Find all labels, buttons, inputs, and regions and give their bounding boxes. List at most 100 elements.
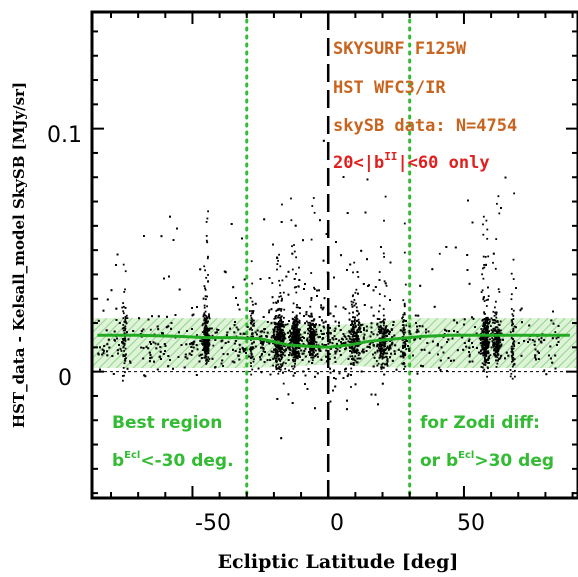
scatter-point <box>253 341 255 343</box>
scatter-point <box>103 349 105 352</box>
scatter-point <box>229 327 231 330</box>
scatter-point <box>276 309 279 311</box>
scatter-point <box>335 241 337 243</box>
scatter-point <box>388 348 390 351</box>
scatter-point <box>513 358 516 361</box>
scatter-point <box>366 178 369 181</box>
scatter-point <box>390 352 392 355</box>
scatter-point <box>481 352 484 355</box>
scatter-point <box>402 363 405 366</box>
scatter-point <box>303 288 305 290</box>
scatter-point <box>291 402 294 404</box>
scatter-point <box>308 343 311 346</box>
scatter-point <box>512 341 515 343</box>
scatter-point <box>251 318 254 321</box>
scatter-point <box>513 192 515 195</box>
scatter-point <box>556 344 558 346</box>
scatter-point <box>220 362 223 365</box>
scatter-point <box>443 333 446 335</box>
scatter-point <box>391 336 393 339</box>
scatter-point <box>295 330 298 333</box>
scatter-point <box>351 328 354 331</box>
scatter-point <box>309 315 312 318</box>
scatter-point <box>497 339 500 342</box>
scatter-point <box>307 314 310 317</box>
scatter-point <box>326 355 329 358</box>
scatter-point <box>297 306 300 309</box>
scatter-point <box>276 330 278 333</box>
scatter-point <box>174 314 177 316</box>
scatter-point <box>467 340 470 342</box>
scatter-point <box>481 340 484 343</box>
scatter-point <box>203 331 206 334</box>
scatter-point <box>143 374 146 377</box>
y-tick-label-0: 0 <box>58 366 72 391</box>
scatter-point <box>278 314 281 316</box>
scatter-point <box>386 345 389 348</box>
scatter-point <box>279 322 281 325</box>
scatter-point <box>122 367 125 369</box>
scatter-point <box>488 362 490 364</box>
scatter-point <box>356 345 359 347</box>
scatter-point <box>203 319 206 322</box>
scatter-point <box>279 292 282 294</box>
scatter-point <box>252 346 254 349</box>
scatter-point <box>313 347 316 350</box>
scatter-point <box>551 337 554 340</box>
scatter-point <box>250 260 253 263</box>
scatter-point <box>205 276 208 279</box>
scatter-point <box>289 329 291 332</box>
scatter-point <box>203 318 206 321</box>
scatter-point <box>221 359 224 362</box>
scatter-point <box>485 264 487 266</box>
scatter-point <box>497 342 500 345</box>
scatter-point <box>483 352 486 355</box>
scatter-point <box>170 327 172 330</box>
scatter-point <box>499 332 502 335</box>
scatter-point <box>408 350 411 352</box>
scatter-point <box>250 362 252 364</box>
scatter-point <box>357 331 360 333</box>
scatter-point <box>123 362 126 365</box>
scatter-point <box>362 336 365 339</box>
scatter-point <box>487 352 490 354</box>
scatter-point <box>234 321 236 323</box>
scatter-point <box>381 353 384 355</box>
scatter-point <box>379 353 382 355</box>
scatter-point <box>348 330 351 333</box>
scatter-point <box>352 363 354 366</box>
scatter-point <box>468 282 471 285</box>
scatter-point <box>438 252 441 255</box>
scatter-point <box>352 301 355 304</box>
scatter-point <box>121 306 124 309</box>
scatter-point <box>313 334 315 337</box>
scatter-point <box>295 351 298 353</box>
scatter-point <box>273 348 275 351</box>
scatter-point <box>308 327 311 329</box>
scatter-point <box>254 345 257 348</box>
scatter-point <box>318 324 321 326</box>
scatter-point <box>316 333 318 336</box>
scatter-point <box>349 346 351 349</box>
scatter-point <box>122 312 125 315</box>
scatter-point <box>274 321 277 324</box>
scatter-point <box>116 253 119 256</box>
scatter-point <box>388 330 391 333</box>
scatter-point <box>355 334 358 337</box>
scatter-point <box>295 317 298 320</box>
scatter-point <box>483 326 486 328</box>
scatter-point <box>483 335 486 338</box>
scatter-point <box>290 353 293 356</box>
scatter-point <box>283 316 285 319</box>
scatter-point <box>390 343 393 346</box>
scatter-point <box>186 330 188 332</box>
scatter-point <box>202 297 205 300</box>
scatter-point <box>484 320 487 323</box>
scatter-point <box>278 326 281 329</box>
scatter-point <box>481 289 484 292</box>
scatter-point <box>292 334 294 337</box>
scatter-point <box>551 361 554 364</box>
scatter-point <box>307 332 309 335</box>
scatter-point <box>352 332 355 335</box>
scatter-point <box>404 365 406 368</box>
